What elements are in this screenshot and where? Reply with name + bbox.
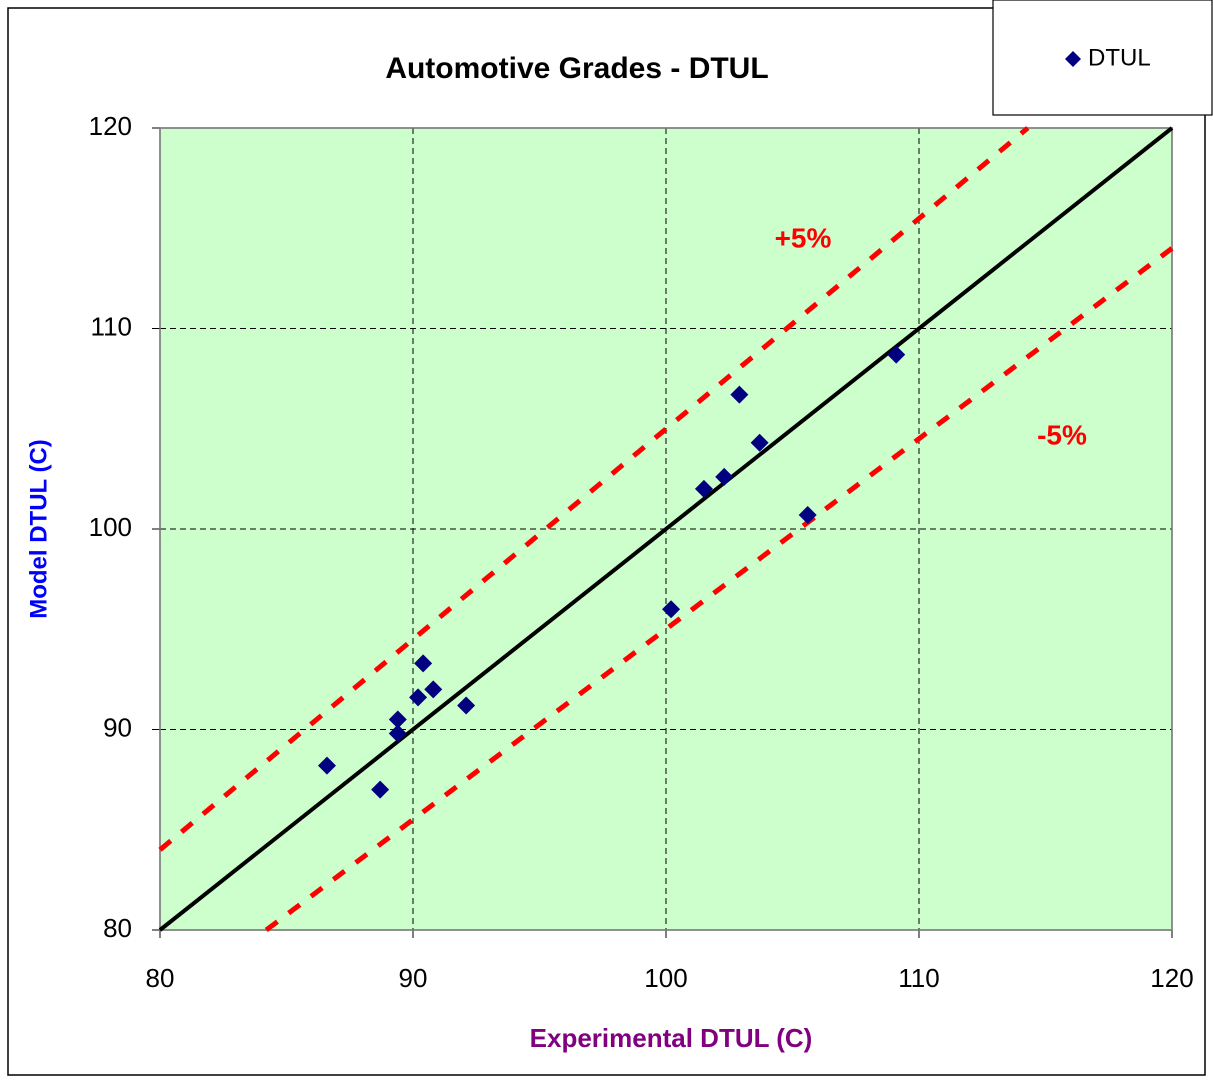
x-axis-label: Experimental DTUL (C)	[530, 1023, 813, 1053]
x-tick-label: 110	[898, 963, 939, 993]
data-point	[715, 467, 734, 486]
data-point	[457, 696, 476, 715]
data-point	[371, 780, 390, 799]
legend-marker	[1065, 51, 1081, 67]
data-point	[730, 385, 749, 404]
y-tick-label: 90	[103, 712, 132, 742]
reference-line	[158, 126, 1174, 932]
data-point	[798, 505, 817, 524]
data-point	[750, 433, 769, 452]
y-tick-label: 100	[89, 512, 132, 542]
data-point	[409, 688, 428, 707]
annotation: +5%	[775, 222, 832, 253]
plot-frame	[159, 127, 1173, 931]
x-tick-label: 90	[399, 963, 428, 993]
data-point	[887, 345, 906, 364]
data-point	[388, 724, 407, 743]
y-tick-label: 120	[89, 111, 132, 141]
y-axis-label: Model DTUL (C)	[25, 439, 52, 619]
y-tick-label: 80	[103, 913, 132, 943]
annotation: -5%	[1037, 419, 1087, 450]
data-point	[317, 756, 336, 775]
chart-title: Automotive Grades - DTUL	[385, 52, 768, 85]
legend-box	[992, 0, 1213, 116]
x-tick-label: 120	[1150, 963, 1193, 993]
reference-line	[264, 246, 1174, 932]
reference-line	[158, 126, 1030, 852]
x-tick-label: 100	[644, 963, 687, 993]
y-tick-label: 110	[91, 311, 132, 341]
legend-label: DTUL	[1088, 44, 1151, 71]
data-point	[388, 710, 407, 729]
data-point	[414, 654, 433, 673]
data-point	[694, 479, 713, 498]
data-point	[424, 680, 443, 699]
x-tick-label: 80	[146, 963, 175, 993]
data-point	[662, 600, 681, 619]
